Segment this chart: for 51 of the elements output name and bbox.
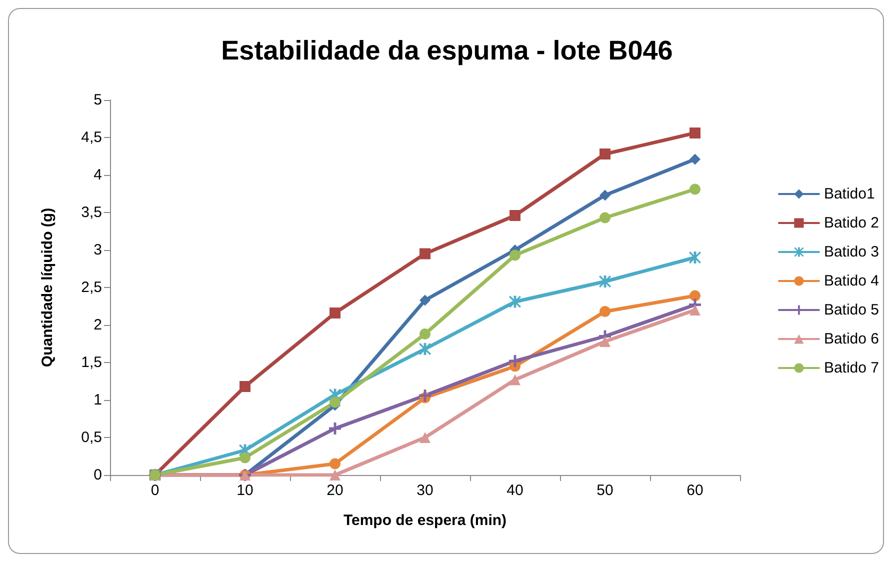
y-tick-label: 4 <box>94 166 102 184</box>
point <box>240 381 250 392</box>
point <box>690 128 700 138</box>
point <box>330 458 340 470</box>
y-tick-label: 1 <box>94 392 102 408</box>
point <box>690 304 700 316</box>
x-tick-label: 40 <box>506 482 524 499</box>
point <box>690 290 700 302</box>
point <box>240 452 250 464</box>
legend-label: Batido 4 <box>824 272 880 290</box>
legend-label: Batido 2 <box>824 214 880 232</box>
y-tick-label: 3 <box>94 242 102 258</box>
x-tick-label: 30 <box>416 482 434 499</box>
point <box>510 250 520 261</box>
point <box>690 154 700 165</box>
x-tick-label: 0 <box>150 482 160 499</box>
legend-label: Batido 3 <box>824 244 880 260</box>
point <box>510 374 520 386</box>
point <box>330 308 340 318</box>
point <box>600 148 610 160</box>
point <box>330 396 340 408</box>
point <box>600 306 610 317</box>
y-tick-label: 3,5 <box>81 204 102 221</box>
y-axis-title: Quantidade líquido (g) <box>39 208 56 368</box>
legend-label: Batido 5 <box>824 302 880 318</box>
y-tick-label: 0,5 <box>81 429 102 446</box>
x-tick-label: 20 <box>326 482 344 499</box>
point <box>420 328 430 340</box>
point <box>330 470 340 480</box>
point <box>420 432 430 443</box>
x-tick-label: 10 <box>236 482 254 499</box>
point <box>600 212 610 224</box>
legend-label: Batido 6 <box>824 330 880 348</box>
y-tick-label: 0 <box>94 466 102 484</box>
point <box>420 248 430 260</box>
y-tick-label: 1,5 <box>81 354 102 371</box>
legend-label: Batido1 <box>824 186 875 202</box>
x-tick-label: 50 <box>596 482 614 499</box>
point <box>690 184 700 195</box>
y-tick-label: 5 <box>94 92 102 108</box>
chart-title: Estabilidade da espuma - lote B046 <box>221 36 673 66</box>
point <box>600 336 610 347</box>
point <box>600 190 610 201</box>
y-tick-label: 2,5 <box>81 279 102 296</box>
y-tick-label: 4,5 <box>81 129 102 146</box>
x-tick-label: 60 <box>686 482 704 499</box>
x-axis-title: Tempo de espera (min) <box>343 512 507 529</box>
point <box>510 210 520 221</box>
y-tick-label: 2 <box>94 316 102 334</box>
point <box>420 294 430 306</box>
legend-label: Batido 7 <box>824 360 880 376</box>
